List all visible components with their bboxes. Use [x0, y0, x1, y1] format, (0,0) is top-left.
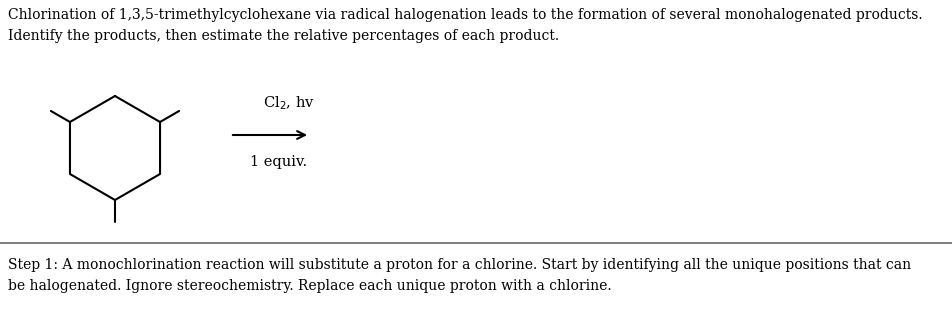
Text: Step 1: A monochlorination reaction will substitute a proton for a chlorine. Sta: Step 1: A monochlorination reaction will… [8, 258, 910, 293]
Text: Chlorination of 1,3,5-trimethylcyclohexane via radical halogenation leads to the: Chlorination of 1,3,5-trimethylcyclohexa… [8, 8, 922, 43]
Text: Cl$_2$, hv: Cl$_2$, hv [263, 94, 314, 112]
Text: 1 equiv.: 1 equiv. [249, 155, 307, 169]
